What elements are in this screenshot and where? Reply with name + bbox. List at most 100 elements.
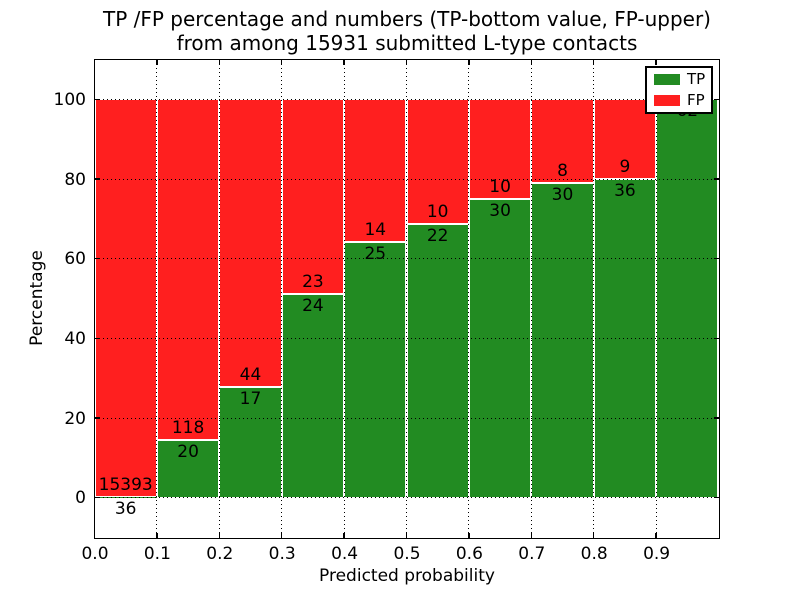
bar-segment-tp bbox=[281, 294, 345, 498]
legend-entry-fp: FP bbox=[654, 91, 705, 109]
fp-count-label: 44 bbox=[239, 364, 262, 385]
x-tick-mark-top bbox=[218, 59, 221, 65]
tp-color-swatch bbox=[654, 74, 680, 85]
plot-area: 1539336118204417232414251022103083093662 bbox=[93, 58, 720, 539]
grid-line-vertical bbox=[156, 59, 158, 538]
tp-count-label: 24 bbox=[302, 296, 324, 317]
tp-count-label: 36 bbox=[614, 181, 636, 201]
y-tick-label: 0 bbox=[75, 488, 86, 509]
y-tick-label: 40 bbox=[64, 328, 86, 349]
fp-color-swatch bbox=[654, 95, 680, 106]
bar-segment-fp bbox=[156, 99, 220, 440]
bar-segment-tp bbox=[656, 99, 719, 498]
x-tick-mark-bottom bbox=[592, 532, 595, 538]
x-tick-mark-top bbox=[655, 59, 657, 65]
fp-count-label: 15393 bbox=[98, 474, 153, 495]
x-tick-mark-bottom bbox=[156, 532, 158, 538]
x-tick-mark-bottom bbox=[468, 532, 470, 538]
bar-segment-fp bbox=[468, 99, 532, 199]
x-tick-label: 0.0 bbox=[81, 544, 109, 564]
bar-segment-fp bbox=[406, 99, 469, 224]
grid-line-vertical bbox=[530, 59, 532, 538]
legend-label-tp: TP bbox=[687, 70, 706, 88]
bar-segment-fp bbox=[281, 99, 345, 295]
bar-segment-fp bbox=[531, 99, 594, 184]
grid-line-vertical bbox=[655, 59, 657, 538]
chart-title-line2: from among 15931 submitted L-type contac… bbox=[176, 31, 638, 55]
y-axis-label: Percentage bbox=[27, 250, 47, 346]
tp-count-label: 30 bbox=[551, 185, 574, 206]
y-tick-label: 100 bbox=[53, 89, 86, 110]
legend-label-fp: FP bbox=[687, 91, 705, 109]
fp-count-label: 10 bbox=[489, 176, 511, 197]
grid-line-vertical bbox=[218, 59, 220, 538]
grid-line-vertical bbox=[593, 59, 595, 538]
y-tick-mark-left bbox=[94, 417, 100, 419]
y-tick-mark-right bbox=[713, 98, 719, 101]
x-tick-mark-top bbox=[405, 59, 408, 65]
y-tick-label: 20 bbox=[64, 408, 86, 429]
x-axis-label: Predicted probability bbox=[319, 566, 495, 586]
tp-count-label: 25 bbox=[364, 244, 387, 265]
x-tick-label: 0.3 bbox=[268, 544, 296, 564]
y-tick-mark-right bbox=[713, 496, 719, 499]
x-tick-label: 0.8 bbox=[580, 544, 608, 564]
bar-segment-fp bbox=[344, 99, 407, 243]
legend-entry-tp: TP bbox=[654, 70, 706, 88]
y-tick-mark-left bbox=[94, 337, 100, 340]
x-tick-label: 0.6 bbox=[455, 544, 483, 564]
x-tick-mark-top bbox=[343, 59, 345, 65]
fp-count-label: 14 bbox=[364, 220, 387, 241]
bar-segment-tp bbox=[219, 386, 282, 498]
x-tick-label: 0.1 bbox=[143, 544, 171, 564]
bar-segment-tp bbox=[344, 242, 407, 498]
grid-line-vertical bbox=[468, 59, 470, 538]
grid-line-vertical bbox=[406, 59, 407, 538]
x-tick-mark-bottom bbox=[655, 532, 657, 538]
grid-line-horizontal bbox=[94, 98, 719, 100]
x-tick-mark-bottom bbox=[280, 532, 283, 538]
y-tick-mark-right bbox=[713, 337, 719, 340]
x-tick-mark-top bbox=[530, 59, 533, 65]
y-tick-mark-right bbox=[713, 178, 719, 180]
grid-line-horizontal bbox=[94, 178, 719, 180]
x-tick-label: 0.5 bbox=[393, 544, 421, 564]
x-tick-mark-top bbox=[280, 59, 283, 65]
bar-segment-tp bbox=[531, 183, 594, 498]
grid-line-horizontal bbox=[94, 497, 719, 499]
tp-count-label: 22 bbox=[426, 225, 449, 246]
x-tick-mark-top bbox=[592, 59, 595, 65]
x-tick-mark-bottom bbox=[218, 532, 221, 538]
fp-count-label: 10 bbox=[426, 201, 449, 222]
legend: TP FP bbox=[645, 66, 713, 114]
bar-segment-tp bbox=[406, 223, 469, 498]
tp-count-label: 30 bbox=[489, 200, 511, 221]
tp-count-label: 20 bbox=[177, 441, 199, 462]
x-tick-label: 0.9 bbox=[643, 544, 671, 564]
grid-line-horizontal bbox=[94, 337, 719, 339]
fp-count-label: 118 bbox=[171, 417, 205, 438]
y-tick-mark-left bbox=[94, 98, 100, 101]
y-tick-mark-right bbox=[713, 417, 719, 419]
x-tick-label: 0.7 bbox=[518, 544, 546, 564]
bar-segment-fp bbox=[94, 99, 157, 497]
chart-title: TP /FP percentage and numbers (TP-bottom… bbox=[0, 7, 800, 55]
tp-count-label: 36 bbox=[114, 498, 137, 519]
grid-line-horizontal bbox=[94, 417, 719, 419]
y-tick-mark-right bbox=[713, 257, 719, 260]
bar-segment-tp bbox=[468, 198, 532, 498]
grid-line-horizontal bbox=[94, 258, 719, 260]
x-tick-label: 0.4 bbox=[331, 544, 359, 564]
grid-line-vertical bbox=[281, 59, 283, 538]
x-tick-mark-top bbox=[468, 59, 470, 65]
y-tick-mark-left bbox=[94, 178, 100, 180]
y-tick-mark-left bbox=[94, 257, 100, 260]
y-tick-label: 80 bbox=[64, 169, 86, 190]
grid-line-vertical bbox=[343, 59, 345, 538]
x-tick-mark-bottom bbox=[530, 532, 533, 538]
fp-count-label: 23 bbox=[302, 272, 324, 293]
fp-count-label: 9 bbox=[619, 157, 631, 177]
tp-count-label: 17 bbox=[239, 388, 262, 409]
y-tick-mark-left bbox=[94, 496, 100, 499]
